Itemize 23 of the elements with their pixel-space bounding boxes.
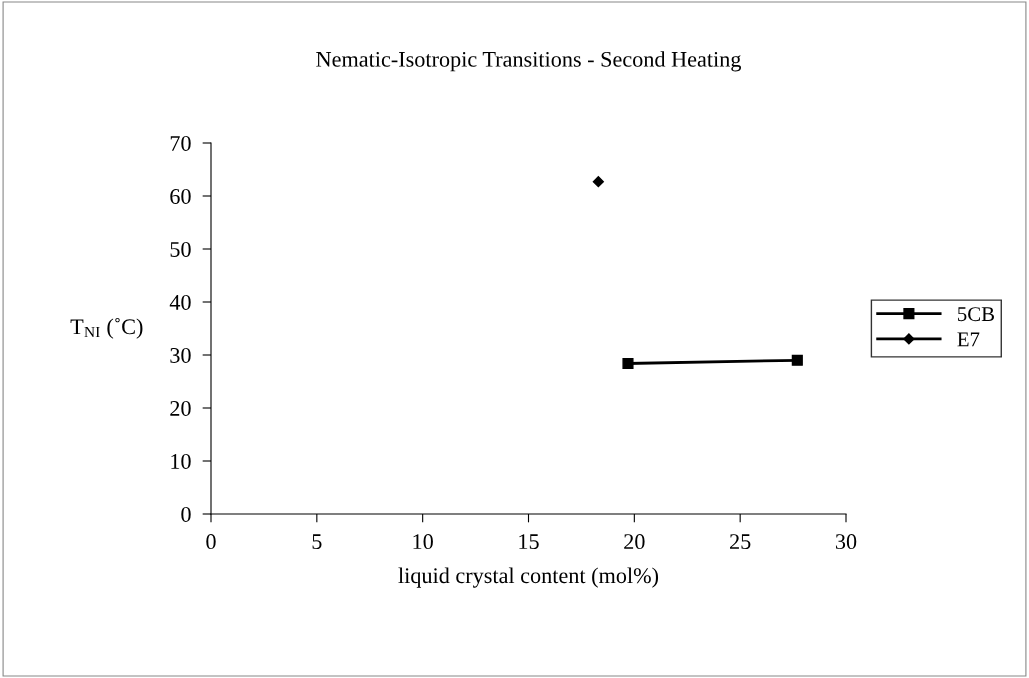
y-tick-label: 50 xyxy=(170,241,191,257)
chart-title: Nematic-Isotropic Transitions - Second Heating xyxy=(316,51,742,72)
y-tick-label: 60 xyxy=(170,188,191,204)
legend-label: E7 xyxy=(957,332,980,347)
x-tick-label: 20 xyxy=(624,534,645,550)
point xyxy=(791,354,803,366)
y-tick-label: 70 xyxy=(170,135,191,151)
y-axis-title: T$_{NI}$ (˚C) xyxy=(70,317,143,339)
x-tick-label: 15 xyxy=(519,534,539,550)
y-tick-label: 0 xyxy=(181,506,191,522)
x-tick-label: 10 xyxy=(413,534,433,550)
y-tick-label: 40 xyxy=(169,294,191,310)
x-axis-title: liquid crystal content (mol%) xyxy=(398,567,659,588)
x-tick-label: 0 xyxy=(206,534,216,550)
x-tick-label: 25 xyxy=(730,534,751,550)
y-tick-label: 10 xyxy=(171,453,191,469)
y-tick-label: 20 xyxy=(170,400,191,416)
x-tick-label: 30 xyxy=(835,534,857,550)
y-tick-label: 30 xyxy=(170,347,191,363)
point xyxy=(622,357,634,370)
legend-label: 5CB xyxy=(958,307,995,322)
point xyxy=(592,176,604,188)
x-tick-label: 5 xyxy=(312,534,322,550)
